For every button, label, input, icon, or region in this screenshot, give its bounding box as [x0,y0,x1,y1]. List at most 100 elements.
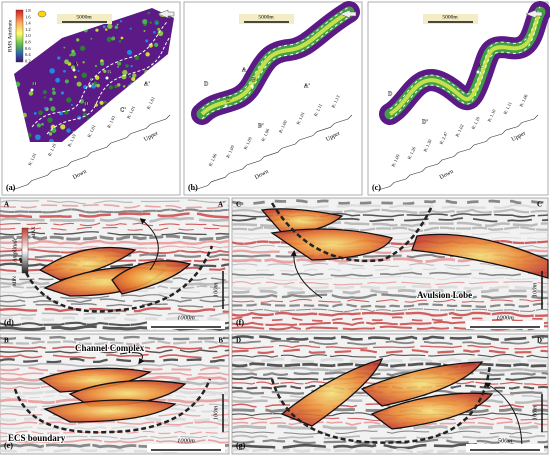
section-end: D' [537,337,544,345]
channel-fill [360,361,484,407]
sinuosity-label: R: 1.19 [47,142,57,157]
ecs-boundary [13,378,212,434]
reflector [232,271,548,277]
section-dot [476,70,480,74]
speckle [145,52,150,57]
sinuosity-label: R: 1.01 [86,124,96,138]
section-dot [105,76,109,80]
scale-label: 5000m [76,14,92,20]
section-dot [202,88,206,92]
reflector [232,334,548,341]
speckle [157,27,161,31]
speckle [102,25,106,29]
speckle [76,38,80,42]
section-dot [82,108,86,112]
reflector [232,221,548,228]
speckle [68,61,71,64]
speckle [55,77,61,83]
reflector [0,262,229,268]
section-label: B [252,77,256,83]
panel-label: (e) [4,441,13,450]
reflector [0,353,229,359]
reflector [0,258,229,263]
colorbar-tick: 1.6 [25,14,31,19]
sinuosity-profile [193,114,353,191]
amp-bar [21,227,29,274]
reflector [0,222,229,227]
channel-fill [43,399,177,423]
reflector [0,298,229,304]
speckle [93,81,97,85]
reflector [232,266,548,272]
reflector [0,324,229,331]
speckle [153,30,156,34]
sinuosity-label: R: 1.01 [106,115,116,129]
speckle [69,54,72,57]
scale-bg [423,14,478,24]
scale-bg [147,321,225,329]
section-dot [240,74,244,78]
sinuosity-label: R: 1.11 [313,103,323,117]
speckle [52,91,56,95]
speckle [63,69,66,73]
speckle [116,61,122,66]
speckle [96,83,100,88]
speckle [95,28,99,32]
sinuosity-label: R: 1.26 [407,145,417,160]
speckle [118,39,122,43]
speckle [134,55,140,61]
section-dot [72,68,76,72]
h-scale-label: 1000m [496,314,514,321]
speckle [77,70,80,73]
speckle [80,45,86,51]
flow-arrow [157,9,175,19]
section-label: C [90,77,94,83]
colorbar-tick: 1.4 [25,21,31,26]
belt-bright [388,10,542,116]
channel-edge [389,16,541,120]
reflector [232,434,548,440]
sinuosity-profile [377,114,539,191]
reflector [232,344,548,350]
speckle [49,68,55,74]
logo [37,10,47,18]
reflector [232,325,548,331]
reflector [0,344,229,350]
section-label: A [478,63,483,69]
speckle [90,37,93,40]
speckle [63,46,66,49]
speckle [76,81,82,87]
reflector [0,234,229,241]
sinuosity-label: R: 1.01 [295,111,305,125]
channel-edge [46,36,171,135]
speckle [145,39,149,43]
speckle [66,97,72,103]
reflector [0,335,229,341]
speckle [129,27,132,30]
speckle [48,132,53,136]
reflector [232,281,548,286]
colorbar-tick: 0.4 [25,52,31,57]
section-dot [420,126,424,130]
migration-arrow [484,382,523,450]
scale-bg [57,14,112,24]
speckle [47,117,53,123]
speckle [111,36,116,41]
h-scale-label: 500m [498,437,513,444]
speckle [126,49,133,55]
colorbar-tick: 1.0 [25,33,31,38]
speckle [114,84,118,89]
sinuosity-label: R: 1.10 [471,115,481,130]
channel-edge [389,6,541,110]
v-scale-label: 100m [212,282,219,297]
sinuosity-label: R: 1.13 [330,94,340,109]
reflector [0,357,229,364]
speckle [36,123,42,128]
speckle [120,36,124,40]
speckle [122,69,128,76]
reflector [0,349,229,354]
annotation: ECS boundary [8,433,66,443]
seismic-panel: A A' 1000m 100m (d) Amplitude MAX MIN [0,197,230,332]
